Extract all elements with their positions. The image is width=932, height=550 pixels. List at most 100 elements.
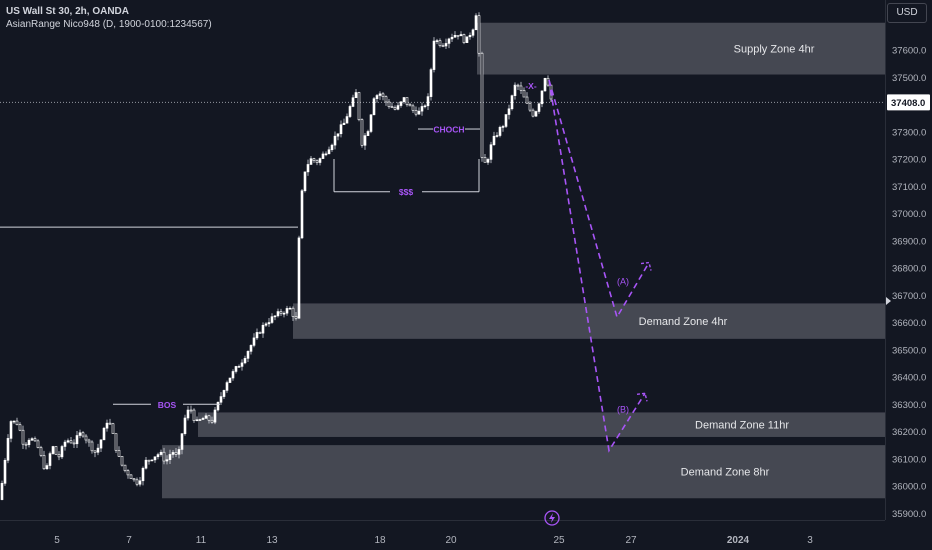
candle-body [45,465,49,470]
current-price-label: 37408.0 [891,98,925,109]
candle-body [462,34,466,43]
candle-body [528,102,532,111]
candle-body [531,109,535,117]
candle-body [219,396,223,403]
candle-body [339,124,343,135]
candle-body [36,440,40,448]
candle-body [315,160,319,163]
candle-body [321,153,325,159]
candle-body [54,446,58,455]
annotation-label-3: -X- [525,81,537,91]
candle-body [435,40,439,42]
zone-3 [162,445,885,499]
y-tick-label: 36500.0 [892,345,926,356]
candle-body [348,106,352,117]
candle-body [180,433,184,450]
candle-body [450,36,454,40]
candle-body [330,144,334,151]
y-tick-label: 37000.0 [892,209,926,220]
candle-body [417,110,421,115]
candle-body [447,38,451,44]
candle-body [78,432,82,436]
candle-body [39,447,43,456]
candle-body [96,447,100,453]
candle-body [114,433,118,451]
candle-body [156,454,160,458]
candle-body [543,77,547,92]
candle-body [372,98,376,116]
candle-body [231,371,235,379]
candle-body [6,438,10,461]
candle-body [108,422,112,425]
candle-body [171,452,175,455]
y-tick-label: 36200.0 [892,427,926,438]
candle-body [51,446,55,454]
candle-body [27,439,31,445]
candle-body [342,122,346,125]
candle-body [225,382,229,391]
candle-body [102,427,106,441]
candle-body [222,390,226,397]
candle-body [159,451,163,455]
candle-body [207,415,211,421]
candle-body [489,144,493,160]
candle-body [48,453,52,466]
candle-body [465,36,469,43]
candle-body [423,105,427,108]
candle-body [375,95,379,99]
candle-body [477,15,481,54]
candle-body [264,323,268,326]
candle-body [42,455,46,470]
candle-body [333,135,337,146]
candle-body [192,409,196,421]
candle-body [282,312,286,315]
candle-body [132,478,136,481]
candle-body [501,126,505,128]
candle-body [111,423,115,434]
candle-body [99,439,103,449]
candle-body [21,429,25,445]
candle-body [366,131,370,136]
x-tick-label: 13 [266,535,278,546]
annotation-label-1: $$$ [399,187,413,197]
candle-body [471,29,475,36]
candle-body [165,459,169,462]
candle-body [93,450,97,453]
candle-body [18,424,22,431]
candle-body [201,418,205,420]
candle-body [3,459,7,484]
candle-body [495,135,499,137]
candle-body [174,452,178,455]
candle-body [183,417,187,434]
candle-body [9,421,13,439]
candle-body [0,483,4,500]
candle-body [459,34,463,37]
projection-path-0 [548,79,650,320]
candle-body [75,435,79,445]
candle-body [510,95,514,110]
candle-body [387,101,391,107]
candle-body [57,454,61,458]
candle-body [120,456,124,466]
candle-body [537,103,541,112]
candle-body [246,351,250,359]
candle-body [393,107,397,110]
candle-body [81,432,85,437]
candle-body [126,470,130,476]
candle-body [312,158,316,161]
currency-button[interactable]: USD [887,3,927,23]
candle-body [468,34,472,38]
candle-body [234,366,238,372]
candle-body [345,116,349,124]
candle-body [486,159,490,163]
candle-body [141,467,145,482]
candle-body [540,90,544,105]
candle-body [414,110,418,115]
candle-body [303,171,307,192]
zone-label-3: Demand Zone 8hr [681,467,770,479]
candle-body [204,415,208,419]
candle-body [24,443,28,446]
candle-body [369,114,373,132]
candle-body [84,435,88,441]
